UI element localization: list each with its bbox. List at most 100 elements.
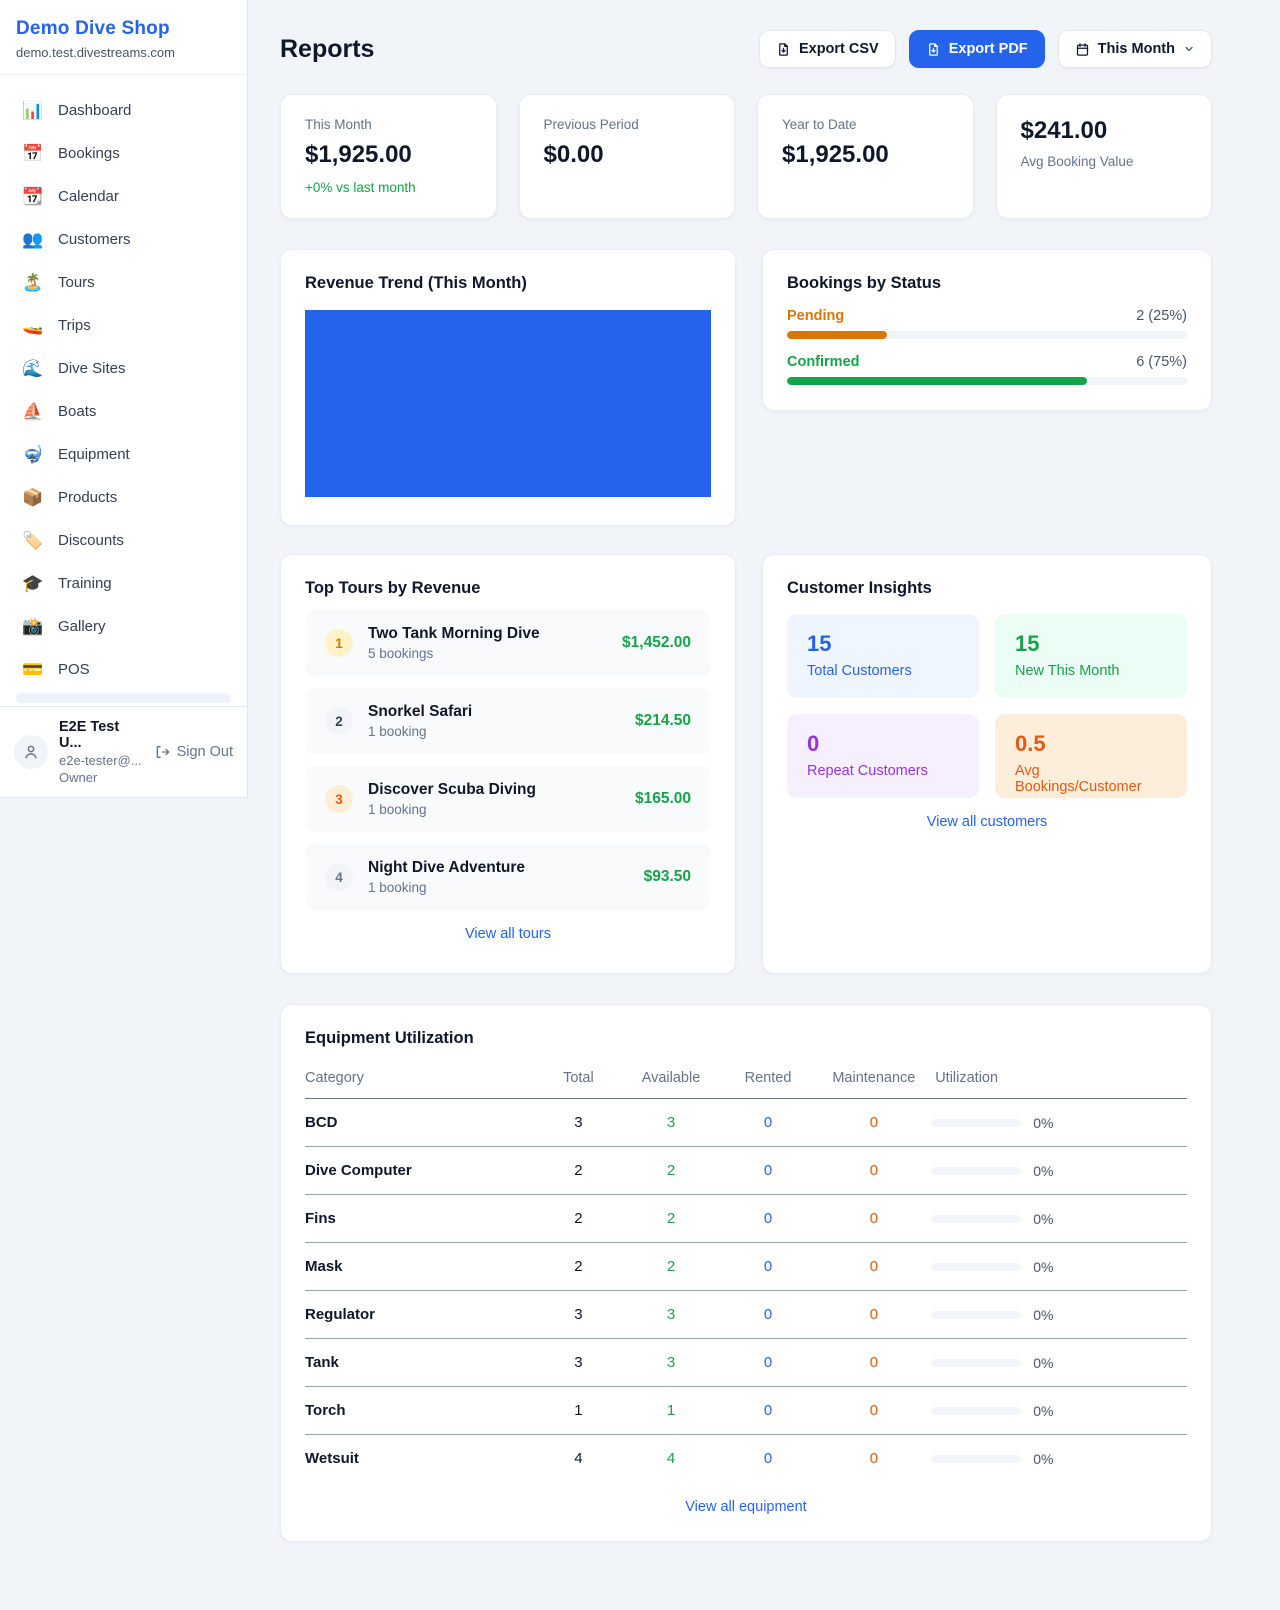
cell-rented: 0 — [719, 1098, 817, 1147]
customer-insights-title: Customer Insights — [787, 579, 932, 597]
column-header-rented: Rented — [719, 1062, 817, 1099]
sidebar-item-equipment[interactable]: 🤿 Equipment — [8, 433, 239, 476]
sidebar-item-trips[interactable]: 🚤 Trips — [8, 304, 239, 347]
cell-category: Torch — [305, 1386, 535, 1435]
cell-category: Mask — [305, 1242, 535, 1291]
sidebar-item-gallery[interactable]: 📸 Gallery — [8, 605, 239, 648]
utilization-percent: 0% — [1033, 1210, 1054, 1227]
cell-maintenance: 0 — [816, 1194, 932, 1243]
cell-rented: 0 — [719, 1194, 817, 1243]
tour-name: Discover Scuba Diving — [368, 781, 536, 798]
view-all-tours-link[interactable]: View all tours — [465, 926, 551, 942]
cell-available: 2 — [622, 1146, 720, 1195]
tour-revenue: $165.00 — [634, 790, 691, 807]
cell-available: 3 — [622, 1290, 720, 1339]
sidebar-item-label: Calendar — [58, 188, 119, 205]
brand[interactable]: Demo Dive Shop demo.test.divestreams.com — [0, 0, 247, 75]
cell-utilization: 0% — [931, 1098, 1187, 1147]
tour-bookings: 1 booking — [368, 724, 427, 739]
export-pdf-button[interactable]: Export PDF — [908, 30, 1045, 68]
cell-total: 2 — [534, 1194, 623, 1243]
cell-available: 2 — [622, 1242, 720, 1291]
sidebar-item-label: Equipment — [58, 446, 130, 463]
view-all-customers-link[interactable]: View all customers — [926, 814, 1048, 830]
stat-card-avg-booking-value: $241.00 Avg Booking Value — [995, 94, 1212, 219]
bookings-by-status-title: Bookings by Status — [787, 274, 942, 292]
main-content: Reports Export CSV Export PDF — [280, 0, 1212, 1582]
label-tag-icon: 🏷️ — [22, 530, 44, 550]
logout-icon — [156, 746, 169, 758]
insight-tile-total-customers: 15 Total Customers — [787, 614, 979, 698]
sidebar-item-discounts[interactable]: 🏷️ Discounts — [8, 519, 239, 562]
status-bar-fill-confirmed — [787, 377, 1087, 385]
sidebar-item-dive-sites[interactable]: 🌊 Dive Sites — [8, 347, 239, 390]
cell-available: 3 — [622, 1338, 720, 1387]
cell-category: Regulator — [305, 1290, 535, 1339]
stat-card-year-to-date: Year to Date $1,925.00 — [757, 94, 974, 219]
insight-label: Avg Bookings/Customer — [1015, 763, 1142, 795]
export-csv-button[interactable]: Export CSV — [758, 30, 896, 68]
stat-value: $1,925.00 — [782, 141, 889, 168]
column-header-utilization: Utilization — [931, 1062, 1187, 1099]
export-pdf-label: Export PDF — [948, 41, 1028, 57]
utilization-bar-track — [931, 1262, 1022, 1271]
sign-out-label: Sign Out — [176, 744, 233, 760]
header-actions: Export CSV Export PDF This Month — [758, 30, 1212, 68]
sidebar-item-boats[interactable]: ⛵ Boats — [8, 390, 239, 433]
revenue-trend-card: Revenue Trend (This Month) — [280, 249, 736, 526]
insight-value: 15 — [807, 631, 832, 656]
tour-name: Two Tank Morning Dive — [368, 625, 540, 642]
cell-maintenance: 0 — [816, 1146, 932, 1195]
table-row: Fins 2 2 0 0 0% — [305, 1194, 1187, 1243]
period-dropdown[interactable]: This Month — [1057, 30, 1212, 68]
sidebar-item-products[interactable]: 📦 Products — [8, 476, 239, 519]
sidebar-item-label: Dive Sites — [58, 360, 126, 377]
tour-info: Snorkel Safari 1 booking — [368, 703, 620, 739]
middle-row: Top Tours by Revenue 1 Two Tank Morning … — [280, 554, 1212, 974]
utilization-bar-track — [931, 1118, 1022, 1127]
sidebar-item-bookings[interactable]: 📅 Bookings — [8, 132, 239, 175]
utilization-percent: 0% — [1033, 1306, 1054, 1323]
cell-available: 1 — [622, 1386, 720, 1435]
sidebar-item-dashboard[interactable]: 📊 Dashboard — [8, 89, 239, 132]
revenue-trend-bar — [305, 310, 711, 497]
tour-row: 1 Two Tank Morning Dive 5 bookings $1,45… — [305, 610, 711, 676]
view-all-equipment-link[interactable]: View all equipment — [685, 1498, 807, 1515]
cell-rented: 0 — [719, 1386, 817, 1435]
utilization-bar-track — [931, 1166, 1022, 1175]
active-nav-indicator[interactable] — [16, 693, 231, 703]
cell-total: 1 — [534, 1386, 623, 1435]
cell-category: Fins — [305, 1194, 535, 1243]
sidebar-item-customers[interactable]: 👥 Customers — [8, 218, 239, 261]
cell-rented: 0 — [763, 1450, 773, 1468]
sidebar-item-calendar[interactable]: 📆 Calendar — [8, 175, 239, 218]
cell-category: Dive Computer — [305, 1146, 535, 1195]
credit-card-icon: 💳 — [22, 659, 44, 679]
people-icon: 👥 — [22, 229, 44, 249]
tour-info: Two Tank Morning Dive 5 bookings — [368, 625, 607, 661]
utilization-percent: 0% — [1033, 1162, 1054, 1179]
stat-value: $1,925.00 — [305, 141, 412, 168]
insight-tile-new-this-month: 15 New This Month — [995, 614, 1187, 698]
cell-total: 2 — [534, 1242, 623, 1291]
cell-utilization: 0% — [931, 1386, 1187, 1435]
island-icon: 🏝️ — [22, 272, 44, 292]
table-row: Wetsuit 4 4 0 0 0% — [305, 1435, 1187, 1483]
top-tours-title: Top Tours by Revenue — [305, 579, 481, 597]
sidebar-item-pos[interactable]: 💳 POS — [8, 648, 239, 691]
tear-off-calendar-icon: 📆 — [22, 186, 44, 206]
sidebar-item-tours[interactable]: 🏝️ Tours — [8, 261, 239, 304]
insight-tile-repeat-customers: 0 Repeat Customers — [787, 714, 979, 798]
stat-label: Avg Booking Value — [1020, 154, 1134, 169]
column-header-maintenance: Maintenance — [816, 1062, 932, 1099]
rank-badge: 2 — [325, 707, 353, 735]
cell-maintenance: 0 — [816, 1290, 932, 1339]
page-title: Reports — [280, 34, 375, 63]
sign-out-button[interactable]: Sign Out — [154, 744, 233, 760]
sidebar-item-training[interactable]: 🎓 Training — [8, 562, 239, 605]
sidebar: Demo Dive Shop demo.test.divestreams.com… — [0, 0, 248, 798]
cell-rented: 0 — [719, 1290, 817, 1339]
tour-revenue: $214.50 — [634, 712, 691, 729]
status-bar-track — [787, 331, 1187, 339]
sidebar-item-label: Gallery — [58, 618, 106, 635]
